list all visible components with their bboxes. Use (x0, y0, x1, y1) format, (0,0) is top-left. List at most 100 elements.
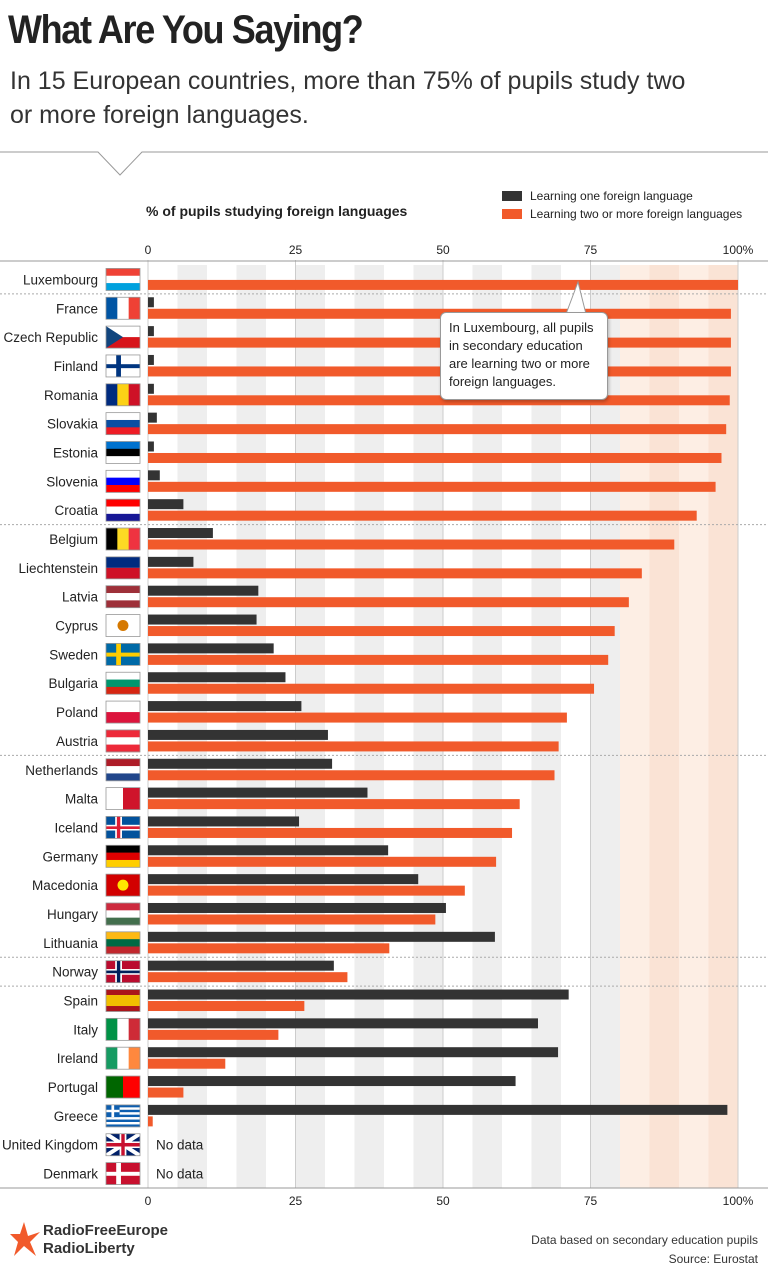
flag-stripe (106, 326, 140, 338)
flag-stripe (106, 419, 140, 428)
flag-stripe (106, 448, 140, 457)
bar-one-language (148, 1076, 516, 1087)
flag-stripe (106, 1119, 140, 1123)
flag-stripe (106, 412, 140, 421)
flag-border (105, 383, 141, 407)
flag-stripe (106, 600, 140, 609)
flag-stripe (106, 1006, 140, 1012)
bar-one-language (148, 672, 286, 683)
country-label: Denmark (43, 1167, 98, 1182)
flag-cross (106, 1171, 140, 1176)
flag-icon (105, 585, 141, 609)
flag-stripe (106, 995, 140, 1007)
flag-border (105, 441, 141, 464)
flag-cross (106, 826, 140, 829)
bar-two-languages (148, 856, 497, 867)
bar-two-languages (148, 1116, 153, 1127)
x-tick-label-top: 25 (289, 243, 303, 257)
bar-two-languages (148, 1058, 226, 1069)
bar-two-languages (148, 337, 731, 348)
country-label: Luxembourg (23, 272, 98, 287)
flag-border (105, 931, 141, 955)
flag-stripe (106, 283, 140, 291)
logo-line2: RadioLiberty (43, 1240, 135, 1257)
flag-border (105, 787, 141, 811)
flag-stripe (106, 268, 140, 277)
country-label: Czech Republic (3, 330, 98, 345)
country-label: Netherlands (25, 763, 98, 778)
flag-stripe (106, 852, 140, 861)
flag-stripe (106, 859, 140, 868)
flag-icon (105, 498, 141, 522)
bar-one-language (148, 499, 184, 510)
flag-stripe (106, 946, 140, 955)
country-label: Germany (42, 849, 98, 864)
grid-stripe (531, 265, 561, 1188)
country-label: Iceland (54, 820, 98, 835)
flag-icon (105, 556, 141, 580)
flag-cross (106, 1142, 140, 1147)
country-label: Macedonia (32, 878, 99, 893)
country-label: Finland (54, 359, 98, 374)
flag-stripe (106, 1047, 118, 1070)
page-title: What Are You Saying? (8, 8, 364, 52)
flag-border (105, 527, 141, 551)
flag-border (105, 412, 141, 436)
country-label: Ireland (57, 1051, 98, 1066)
rfe-rl-logo: RadioFreeEurope RadioLiberty (10, 1218, 190, 1268)
flag-cross (106, 1109, 120, 1113)
bar-one-language (148, 1047, 559, 1058)
flag-icon (105, 1046, 141, 1070)
legend-one-swatch (502, 191, 522, 201)
bar-two-languages (148, 568, 642, 579)
legend-two: Learning two or more foreign languages (502, 207, 742, 221)
flag-icon (105, 960, 141, 984)
flag-stripe (128, 297, 141, 320)
flag-border (105, 642, 141, 666)
flag-stripe (106, 567, 140, 579)
grid-stripe (354, 265, 384, 1188)
flag-border (105, 469, 141, 493)
flag-icon (105, 989, 141, 1012)
flag-stripe (106, 744, 140, 753)
flag-border (105, 1075, 141, 1099)
flag-stripe (106, 499, 140, 507)
bar-two-languages (148, 366, 731, 377)
flag-border (105, 354, 141, 378)
header-divider (0, 151, 768, 176)
flag-stripe (106, 686, 140, 695)
country-label: Cyprus (55, 619, 98, 634)
flag-icon (105, 296, 141, 320)
flag-icon (105, 700, 141, 724)
x-tick-label-bottom: 100% (723, 1194, 754, 1208)
flag-stripe (106, 441, 140, 450)
flag-stripe (106, 1122, 140, 1125)
country-label: Slovakia (47, 417, 99, 432)
flag-stripe (117, 1047, 129, 1070)
flag-stripe (106, 902, 140, 911)
flag-icon (105, 383, 141, 407)
flag-border (105, 296, 141, 320)
flag-stripe (106, 939, 140, 947)
grid-stripe (590, 265, 620, 1188)
flag-icon (105, 671, 141, 695)
bar-two-languages (148, 510, 697, 521)
logo-line1: RadioFreeEurope (43, 1222, 169, 1239)
bar-one-language (148, 412, 157, 423)
flag-stripe (106, 297, 118, 320)
country-label: Latvia (62, 590, 99, 605)
flag-icon (105, 1162, 141, 1185)
footnote: Data based on secondary education pupils (531, 1233, 758, 1247)
flag-stripe (117, 383, 129, 406)
bar-two-languages (148, 654, 609, 665)
x-tick-label-bottom: 50 (436, 1194, 450, 1208)
flag-icon (105, 469, 141, 493)
luxembourg-callout: In Luxembourg, all pupils in secondary e… (440, 312, 608, 400)
flag-stripe (106, 845, 140, 853)
flag-stripe (128, 1047, 141, 1070)
flag-stripe (123, 1076, 140, 1099)
bar-one-language (148, 1104, 728, 1115)
flag-cross (106, 364, 140, 369)
country-label: Portugal (48, 1080, 98, 1095)
